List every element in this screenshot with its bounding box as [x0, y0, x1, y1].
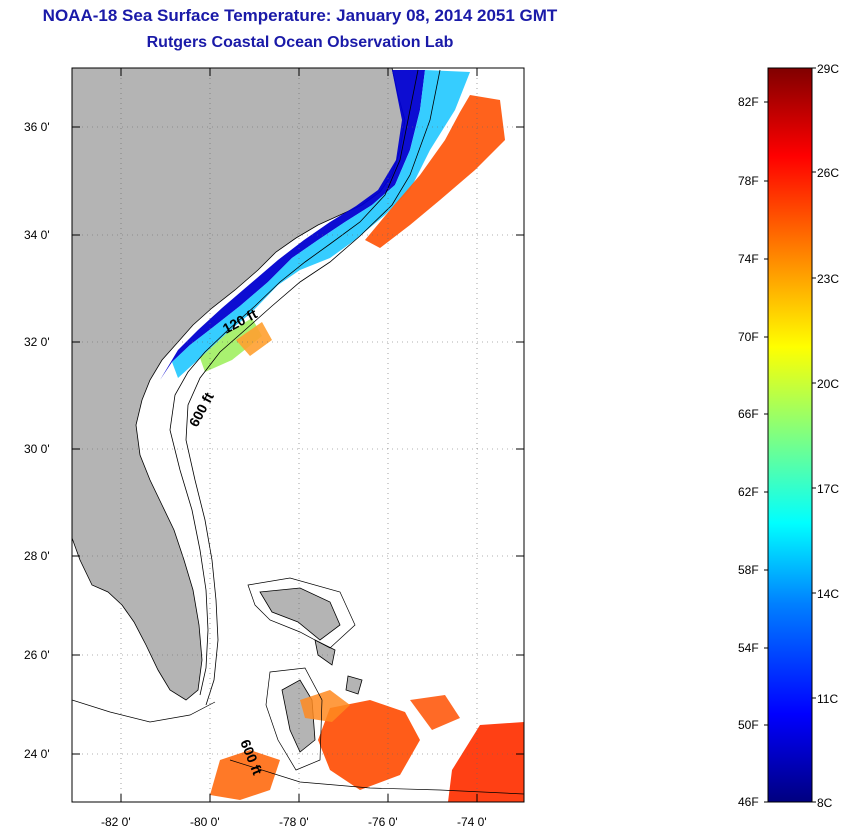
colorbar-ticks — [764, 67, 816, 803]
colorbar-fahrenheit-label: 54F — [738, 641, 759, 655]
colorbar-fahrenheit-label: 46F — [738, 795, 759, 809]
map-grid — [72, 68, 524, 802]
contour-bahamas-2 — [265, 667, 323, 771]
colorbar-fahrenheit-label: 74F — [738, 252, 759, 266]
contour-cuba — [229, 759, 524, 795]
colorbar-fahrenheit-label: 66F — [738, 407, 759, 421]
contour-120ft — [169, 69, 419, 696]
lon-label: -76 0' — [368, 815, 398, 829]
sst-south-warm-3 — [210, 750, 280, 800]
contour-bahamas-1 — [247, 577, 356, 649]
colorbar-celsius-label: 17C — [817, 482, 839, 496]
lat-label: 32 0' — [24, 335, 50, 349]
lon-label: -78 0' — [279, 815, 309, 829]
lat-label: 36 0' — [24, 120, 50, 134]
colorbar-fahrenheit-label: 70F — [738, 330, 759, 344]
colorbar-fahrenheit-label: 82F — [738, 95, 759, 109]
chart-subtitle: Rutgers Coastal Ocean Observation Lab — [146, 34, 454, 51]
sst-south-warm-2 — [318, 700, 420, 790]
sst-south-warm-5 — [410, 695, 460, 730]
lon-label: -82 0' — [101, 815, 131, 829]
colorbar-fahrenheit-label: 58F — [738, 563, 759, 577]
colorbar-celsius-label: 20C — [817, 377, 839, 391]
colorbar-celsius-label: 29C — [817, 62, 839, 76]
sst-gulf-stream — [365, 95, 505, 248]
colorbar-celsius-label: 11C — [817, 692, 838, 706]
map-area: 120 ft 600 ft 600 ft — [72, 68, 524, 802]
sst-mid-band — [172, 70, 470, 378]
sst-south-warm-1 — [448, 722, 524, 802]
lat-label: 30 0' — [24, 442, 50, 456]
lat-label: 34 0' — [24, 228, 50, 242]
lat-label: 26 0' — [24, 648, 50, 662]
colorbar-fahrenheit-label: 62F — [738, 485, 759, 499]
contour-keys — [72, 699, 216, 723]
colorbar-celsius-label: 26C — [817, 166, 839, 180]
colorbar-celsius-label: 8C — [817, 796, 833, 810]
contour-600ft — [185, 69, 441, 706]
lon-label: -74 0' — [457, 815, 487, 829]
lon-label: -80 0' — [190, 815, 220, 829]
map-frame — [71, 67, 525, 803]
lat-label: 28 0' — [24, 549, 50, 563]
axis-ticks — [72, 68, 524, 802]
land-bahamas-1 — [259, 587, 341, 641]
sst-warm-patch — [236, 322, 272, 356]
chart-title: NOAA-18 Sea Surface Temperature: January… — [42, 6, 558, 25]
sst-south-warm-4 — [300, 690, 350, 722]
colorbar-celsius-label: 14C — [817, 587, 839, 601]
lat-label: 24 0' — [24, 747, 50, 761]
sst-cold-band — [160, 70, 425, 380]
land-bahamas-3 — [314, 639, 336, 666]
colorbar-fahrenheit-label: 50F — [738, 718, 759, 732]
colorbar-celsius-label: 23C — [817, 272, 839, 286]
land-bahamas-4 — [345, 675, 363, 695]
colorbar — [767, 67, 813, 803]
colorbar-fahrenheit-label: 78F — [738, 174, 759, 188]
